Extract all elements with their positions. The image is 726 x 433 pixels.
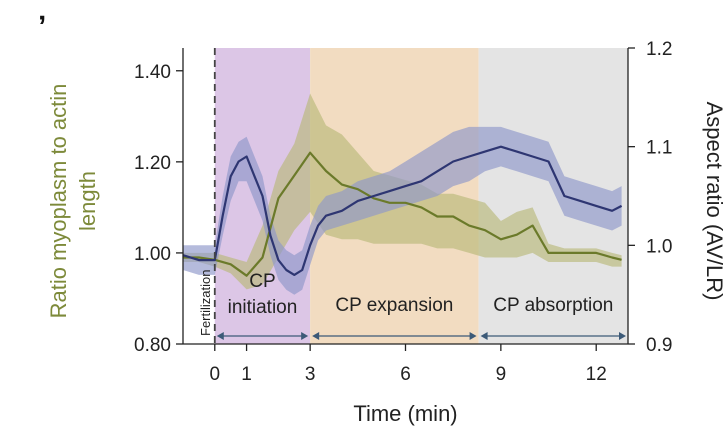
y-right-axis-title: Aspect ratio (AV/LR) xyxy=(702,102,726,301)
phase-label: CP xyxy=(249,271,275,292)
fertilization-marker: Fertilization xyxy=(198,48,216,344)
x-tick-label: 12 xyxy=(586,364,607,385)
x-tick-label: 1 xyxy=(241,364,252,385)
y-left-axis-title-line1: Ratio myoplasm to actin xyxy=(46,84,71,319)
aspect-mean-line xyxy=(182,145,623,276)
phase-label: initiation xyxy=(228,297,298,318)
y-left-tick-label: 1.40 xyxy=(134,62,171,83)
x-tick-label: 3 xyxy=(305,364,316,385)
y-right-tick-label: 1.1 xyxy=(646,138,672,159)
phase-label: CP expansion xyxy=(335,295,453,316)
y-left-tick-label: 1.00 xyxy=(134,244,171,265)
panel-letter: ʼ xyxy=(38,10,46,43)
series-lines xyxy=(182,145,623,277)
y-right-tick-label: 1.0 xyxy=(646,236,672,257)
x-axis-title: Time (min) xyxy=(353,401,457,426)
phase-label: CP absorption xyxy=(493,295,613,316)
fertilization-label: Fertilization xyxy=(198,270,213,336)
y-right-tick-label: 0.9 xyxy=(646,335,672,356)
phase-arrow-head-right xyxy=(469,332,477,340)
aspect-error-band xyxy=(183,126,622,295)
axes: 0 1 3 6 9 12 0.80 1.00 1.20 1.40 0.9 1.0 1.1 1.2 xyxy=(134,39,672,385)
phase-arrow-head-right xyxy=(301,332,309,340)
y-left-tick-label: 0.80 xyxy=(134,335,171,356)
phase-arrow-head-left xyxy=(312,332,320,340)
phase-arrow-head-left xyxy=(216,332,224,340)
y-left-axis-title-line2: length xyxy=(75,171,100,231)
x-tick-label: 0 xyxy=(209,364,220,385)
x-tick-label: 6 xyxy=(400,364,411,385)
phase-arrow-head-left xyxy=(480,332,488,340)
x-tick-label: 9 xyxy=(496,364,507,385)
ratio-mean-line xyxy=(183,151,622,277)
phase-arrow-head-right xyxy=(619,332,626,340)
error-bands xyxy=(183,93,622,295)
phase-labels: CP initiation CP expansion CP absorption xyxy=(216,271,626,340)
y-left-tick-label: 1.20 xyxy=(134,153,171,174)
y-right-tick-label: 1.2 xyxy=(646,39,672,60)
